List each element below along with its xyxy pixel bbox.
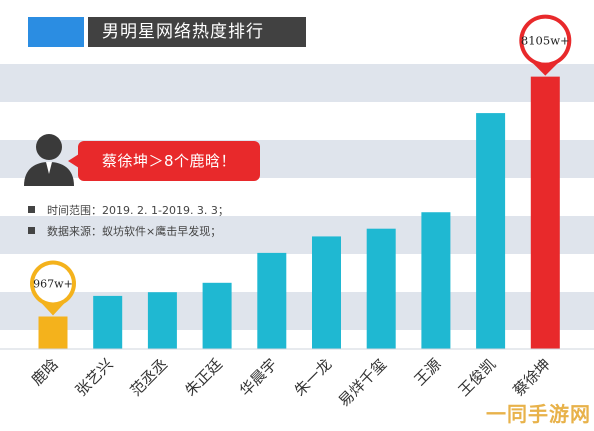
bar-范丞丞 — [147, 292, 177, 349]
x-tick-label: 张艺兴 — [72, 355, 117, 400]
location-pin-icon: 8105w+ — [519, 14, 572, 76]
watermark-logo: 一同手游网 — [486, 402, 591, 426]
note-time-range-text: 时间范围：2019. 2. 1-2019. 3. 3； — [47, 204, 229, 217]
chart-notes: 时间范围：2019. 2. 1-2019. 3. 3； 数据来源：蚁坊软件×鹰击… — [28, 200, 229, 242]
x-tick-label: 华晨宇 — [236, 355, 281, 400]
bar-易烊千玺 — [366, 228, 396, 349]
x-tick-label: 朱正廷 — [181, 355, 226, 400]
location-pin-icon: 967w+ — [30, 260, 76, 316]
x-tick-label: 范丞丞 — [127, 355, 172, 400]
bar-鹿晗 — [38, 316, 68, 349]
x-tick-label: 易烊千玺 — [335, 355, 390, 410]
note-time-range: 时间范围：2019. 2. 1-2019. 3. 3； — [28, 200, 229, 221]
bar-王俊凯 — [476, 113, 506, 349]
value-pins: 967w+ 8105w+ — [30, 14, 572, 316]
x-tick-labels: 鹿晗 张艺兴 范丞丞 朱正廷 华晨宇 朱一龙 易烊千玺 王源 王俊凯 蔡徐坤 — [28, 355, 554, 410]
bar-朱正廷 — [202, 282, 232, 349]
bar-蔡徐坤 — [530, 76, 560, 349]
x-tick-label: 王源 — [411, 355, 445, 389]
data-label: 8105w+ — [521, 34, 570, 48]
bar-王源 — [421, 212, 451, 349]
data-label: 967w+ — [33, 278, 73, 291]
chart-title: 男明星网络热度排行 — [88, 17, 306, 47]
bars — [38, 76, 560, 349]
bullet-icon — [28, 206, 35, 213]
x-tick-label: 鹿晗 — [28, 355, 62, 389]
bar-朱一龙 — [312, 236, 341, 349]
bar-张艺兴 — [93, 295, 123, 349]
x-tick-label: 王俊凯 — [455, 355, 500, 400]
x-tick-label: 朱一龙 — [291, 355, 336, 400]
background-stripe — [0, 64, 594, 102]
bullet-icon — [28, 227, 35, 234]
bar-华晨宇 — [257, 252, 287, 349]
callout-tail — [68, 154, 79, 168]
callout-bubble: 蔡徐坤＞8个鹿晗！ — [78, 141, 260, 181]
x-tick-label: 蔡徐坤 — [510, 355, 555, 400]
note-source: 数据来源：蚁坊软件×鹰击早发现； — [28, 221, 229, 242]
title-accent-block — [28, 17, 84, 47]
note-source-text: 数据来源：蚁坊软件×鹰击早发现； — [47, 225, 222, 238]
person-silhouette-icon — [24, 134, 74, 186]
